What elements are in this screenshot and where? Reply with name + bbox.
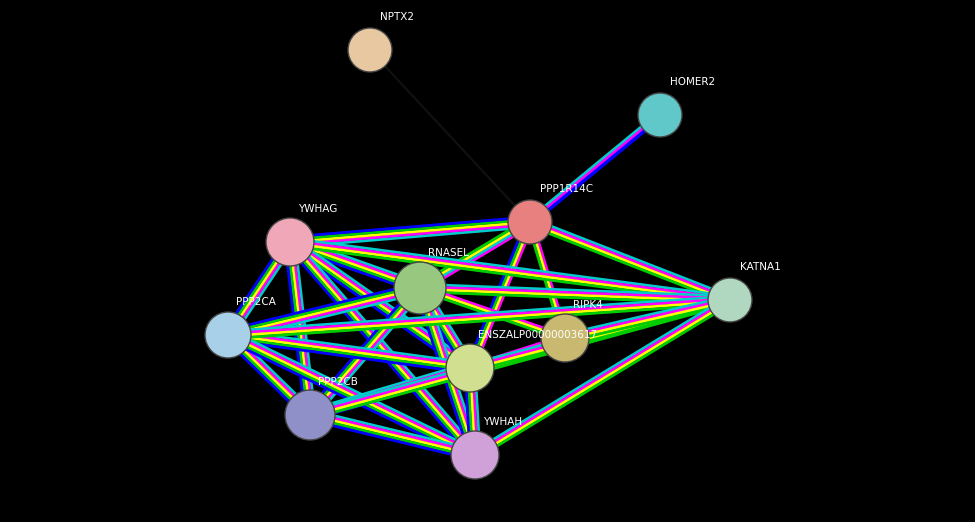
Circle shape — [708, 278, 752, 322]
Circle shape — [348, 28, 392, 72]
Text: KATNA1: KATNA1 — [740, 262, 781, 272]
Circle shape — [266, 218, 314, 266]
Circle shape — [508, 200, 552, 244]
Circle shape — [205, 312, 251, 358]
Text: NPTX2: NPTX2 — [380, 12, 414, 22]
Circle shape — [394, 262, 446, 314]
Circle shape — [451, 431, 499, 479]
Text: PPP2CA: PPP2CA — [236, 297, 276, 307]
Text: PPP1R14C: PPP1R14C — [540, 184, 593, 194]
Circle shape — [541, 314, 589, 362]
Text: YWHAH: YWHAH — [483, 417, 523, 427]
Text: RNASEL: RNASEL — [428, 248, 469, 258]
Text: PPP2CB: PPP2CB — [318, 377, 358, 387]
Circle shape — [285, 390, 335, 440]
Circle shape — [446, 344, 494, 392]
Text: ENSZALP00000003617: ENSZALP00000003617 — [478, 330, 597, 340]
Circle shape — [638, 93, 682, 137]
Text: HOMER2: HOMER2 — [670, 77, 715, 87]
Text: RIPK4: RIPK4 — [573, 300, 603, 310]
Text: YWHAG: YWHAG — [298, 204, 337, 214]
